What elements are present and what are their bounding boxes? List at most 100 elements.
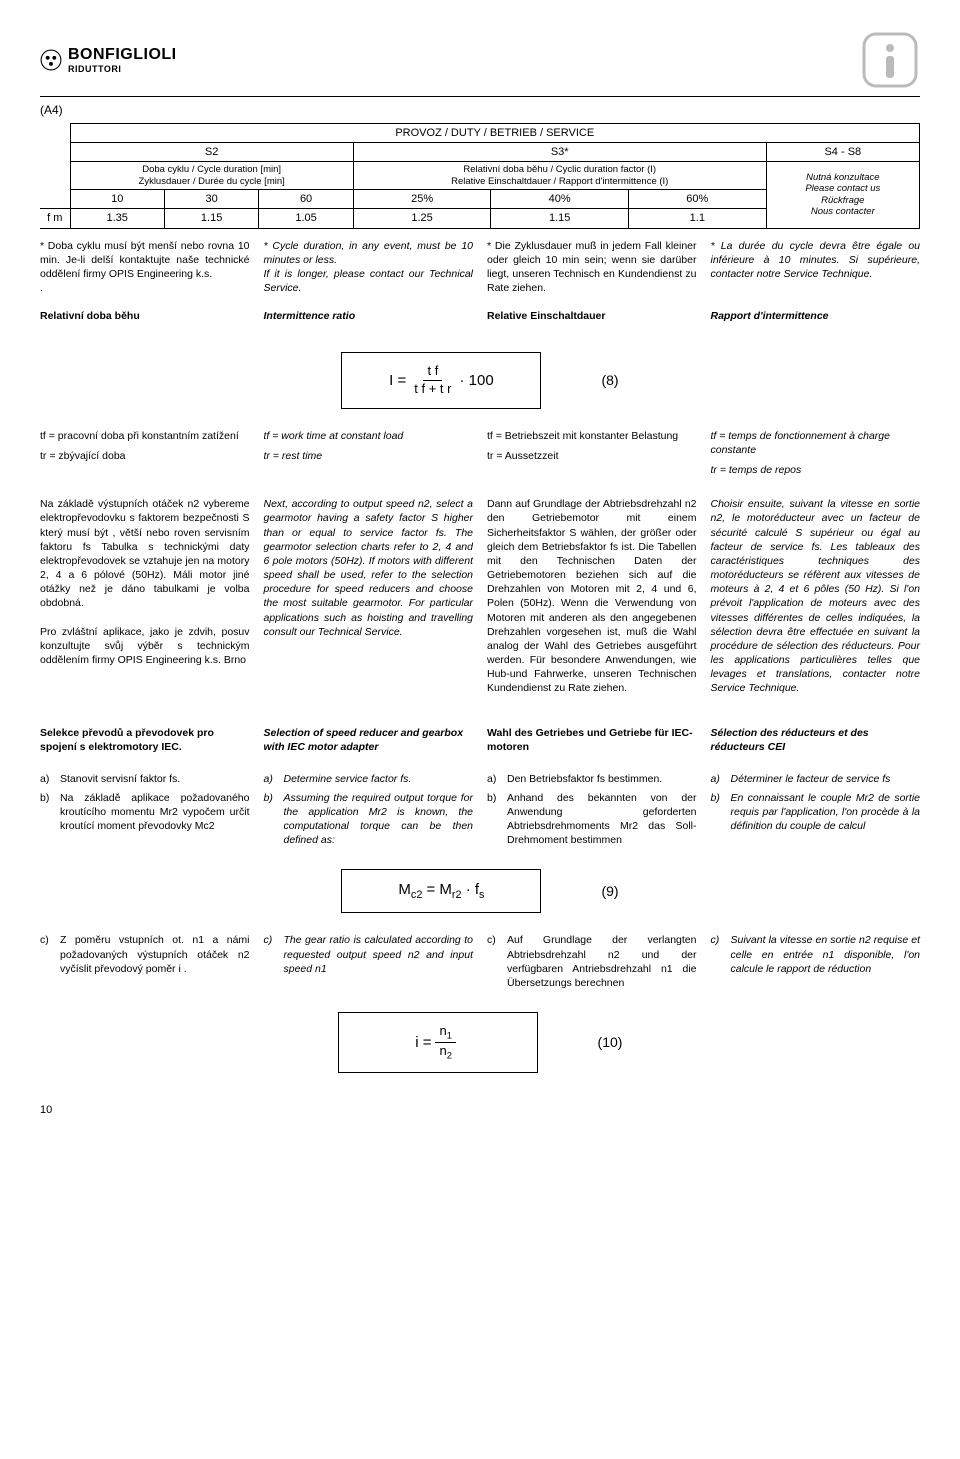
c-en-col: c)The gear ratio is calculated according… — [264, 933, 474, 994]
eq8-num: (8) — [601, 371, 618, 389]
page-header: BONFIGLIOLI RIDUTTORI — [40, 30, 920, 97]
body-cz: Na základě výstupních otáček n2 vybereme… — [40, 497, 250, 695]
eq9-num: (9) — [601, 882, 618, 900]
equation-8: I = t f t f + t r · 100 — [341, 352, 541, 409]
eq8-bot: t f + t r — [410, 381, 455, 398]
c-de: Auf Grundlage der verlangten Abtriebsdre… — [507, 933, 697, 990]
sel-de: Wahl des Getriebes und Getriebe für IEC-… — [487, 726, 697, 754]
gear-icon — [40, 49, 62, 71]
s4s8-head: S4 - S8 — [766, 142, 919, 161]
brand-logo: BONFIGLIOLI RIDUTTORI — [40, 45, 177, 75]
equation-9-row: Mc2 = Mr2 · fs (9) — [40, 869, 920, 913]
sel-en: Selection of speed reducer and gearbox w… — [264, 726, 474, 754]
fr-tr: tr = temps de repos — [711, 463, 921, 477]
equation-10: i = n1 n2 — [338, 1012, 538, 1073]
equation-9: Mc2 = Mr2 · fs — [341, 869, 541, 913]
section-label: (A4) — [40, 103, 920, 119]
eq10-top: n1 — [435, 1023, 455, 1043]
sel-cz: Selekce převodů a převodovek pro spojení… — [40, 726, 250, 754]
tftr-en: tf = work time at constant load tr = res… — [264, 429, 474, 484]
fm-v2: 1.05 — [259, 209, 353, 228]
b-en: Assuming the required output torque for … — [284, 791, 474, 848]
b-cz: Na základě aplikace požadovaného kroutíc… — [60, 791, 250, 834]
body-en: Next, according to output speed n2, sele… — [264, 497, 474, 695]
de-tr: tr = Aussetzzeit — [487, 449, 697, 463]
tftr-fr: tf = temps de fonctionnement à charge co… — [711, 429, 921, 484]
note-fr: * La durée du cycle devra être égale ou … — [711, 239, 921, 296]
s2-head: S2 — [70, 142, 353, 161]
info-icon — [860, 30, 920, 90]
steps-ab-row: a)Stanovit servisní faktor fs. b)Na zákl… — [40, 772, 920, 851]
eq8-rhs: · 100 — [460, 371, 494, 391]
fm-v3: 1.25 — [353, 209, 491, 228]
a-de: Den Betriebsfaktor fs bestimmen. — [507, 772, 662, 786]
s2-c2: 60 — [259, 189, 353, 208]
a-cz: Stanovit servisní faktor fs. — [60, 772, 180, 786]
fm-v5: 1.1 — [628, 209, 766, 228]
s2-c1: 30 — [164, 189, 258, 208]
eq10-num: (10) — [598, 1033, 623, 1051]
c-fr-col: c)Suivant la vitesse en sortie n2 requis… — [711, 933, 921, 994]
fm-v1: 1.15 — [164, 209, 258, 228]
fm-label: f m — [40, 209, 70, 228]
c-cz: Z poměru vstupních ot. n1 a námi požadov… — [60, 933, 250, 976]
rel-en: Intermittence ratio — [264, 309, 474, 323]
en-tr: tr = rest time — [264, 449, 474, 463]
body-fr: Choisir ensuite, suivant la vitesse en s… — [711, 497, 921, 695]
s2-c0: 10 — [70, 189, 164, 208]
c-fr: Suivant la vitesse en sortie n2 requise … — [731, 933, 921, 976]
s3-c0: 25% — [353, 189, 491, 208]
fm-v0: 1.35 — [70, 209, 164, 228]
note-cz: * Doba cyklu musí být menší nebo rovna 1… — [40, 239, 250, 296]
duty-title: PROVOZ / DUTY / BETRIEB / SERVICE — [70, 123, 920, 142]
c-en: The gear ratio is calculated according t… — [284, 933, 474, 976]
eq9-expr: Mc2 = Mr2 · fs — [398, 880, 484, 902]
c-de-col: c)Auf Grundlage der verlangten Abtriebsd… — [487, 933, 697, 994]
ab-cz: a)Stanovit servisní faktor fs. b)Na zákl… — [40, 772, 250, 851]
rel-cz: Relativní doba běhu — [40, 309, 250, 323]
steps-c-row: c)Z poměru vstupních ot. n1 a námi požad… — [40, 933, 920, 994]
duty-table: PROVOZ / DUTY / BETRIEB / SERVICE S2 S3*… — [40, 123, 920, 229]
en-tf: tf = work time at constant load — [264, 429, 474, 443]
s3-c2: 60% — [628, 189, 766, 208]
ab-en: a)Determine service factor fs. b)Assumin… — [264, 772, 474, 851]
cycle-note-row: * Doba cyklu musí být menší nebo rovna 1… — [40, 239, 920, 296]
equation-10-row: i = n1 n2 (10) — [40, 1012, 920, 1073]
page-number: 10 — [40, 1103, 920, 1117]
de-tf: tf = Betriebszeit mit konstanter Belastu… — [487, 429, 697, 443]
eq8-top: t f — [423, 363, 442, 381]
tftr-cz: tf = pracovní doba při konstantním zatíž… — [40, 429, 250, 484]
brand-sub: RIDUTTORI — [68, 64, 177, 76]
body-row: Na základě výstupních otáček n2 vybereme… — [40, 497, 920, 695]
a-en: Determine service factor fs. — [284, 772, 412, 786]
eq8-lhs: I = — [389, 371, 406, 391]
eq10-bot: n2 — [435, 1043, 455, 1062]
tf-tr-row: tf = pracovní doba při konstantním zatíž… — [40, 429, 920, 484]
s3-c1: 40% — [491, 189, 629, 208]
fr-tf: tf = temps de fonctionnement à charge co… — [711, 429, 921, 457]
sel-fr: Sélection des réducteurs et des réducteu… — [711, 726, 921, 754]
b-fr: En connaissant le couple Mr2 de sortie r… — [731, 791, 921, 834]
c-cz-col: c)Z poměru vstupních ot. n1 a námi požad… — [40, 933, 250, 994]
sel-title-row: Selekce převodů a převodovek pro spojení… — [40, 716, 920, 759]
rel-fr: Rapport d'intermittence — [711, 309, 921, 323]
brand-name: BONFIGLIOLI — [68, 46, 177, 63]
cz-tf: tf = pracovní doba při konstantním zatíž… — [40, 429, 250, 443]
ab-de: a)Den Betriebsfaktor fs bestimmen. b)Anh… — [487, 772, 697, 851]
rel-de: Relative Einschaltdauer — [487, 309, 697, 323]
tftr-de: tf = Betriebszeit mit konstanter Belastu… — [487, 429, 697, 484]
a-fr: Déterminer le facteur de service fs — [731, 772, 891, 786]
note-de: * Die Zyklusdauer muß in jedem Fall klei… — [487, 239, 697, 296]
s2-sub: Doba cyklu / Cycle duration [min] Zyklus… — [70, 162, 353, 190]
body-de: Dann auf Grundlage der Abtriebsdrehzahl … — [487, 497, 697, 695]
ab-fr: a)Déterminer le facteur de service fs b)… — [711, 772, 921, 851]
eq10-lhs: i = — [415, 1033, 431, 1053]
s3-sub: Relativní doba běhu / Cyclic duration fa… — [353, 162, 766, 190]
s3-head: S3* — [353, 142, 766, 161]
rel-title-row: Relativní doba běhu Intermittence ratio … — [40, 309, 920, 334]
b-de: Anhand des bekannten von der Anwendung g… — [507, 791, 697, 848]
s4s8-sub: Nutná konzultace Please contact us Rückf… — [766, 162, 919, 228]
fm-v4: 1.15 — [491, 209, 629, 228]
equation-8-row: I = t f t f + t r · 100 (8) — [40, 352, 920, 409]
note-en: * Cycle duration, in any event, must be … — [264, 239, 474, 296]
